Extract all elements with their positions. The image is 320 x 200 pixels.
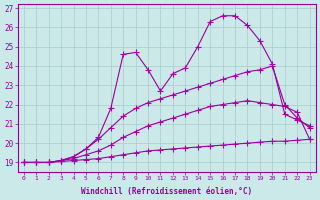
X-axis label: Windchill (Refroidissement éolien,°C): Windchill (Refroidissement éolien,°C): [81, 187, 252, 196]
